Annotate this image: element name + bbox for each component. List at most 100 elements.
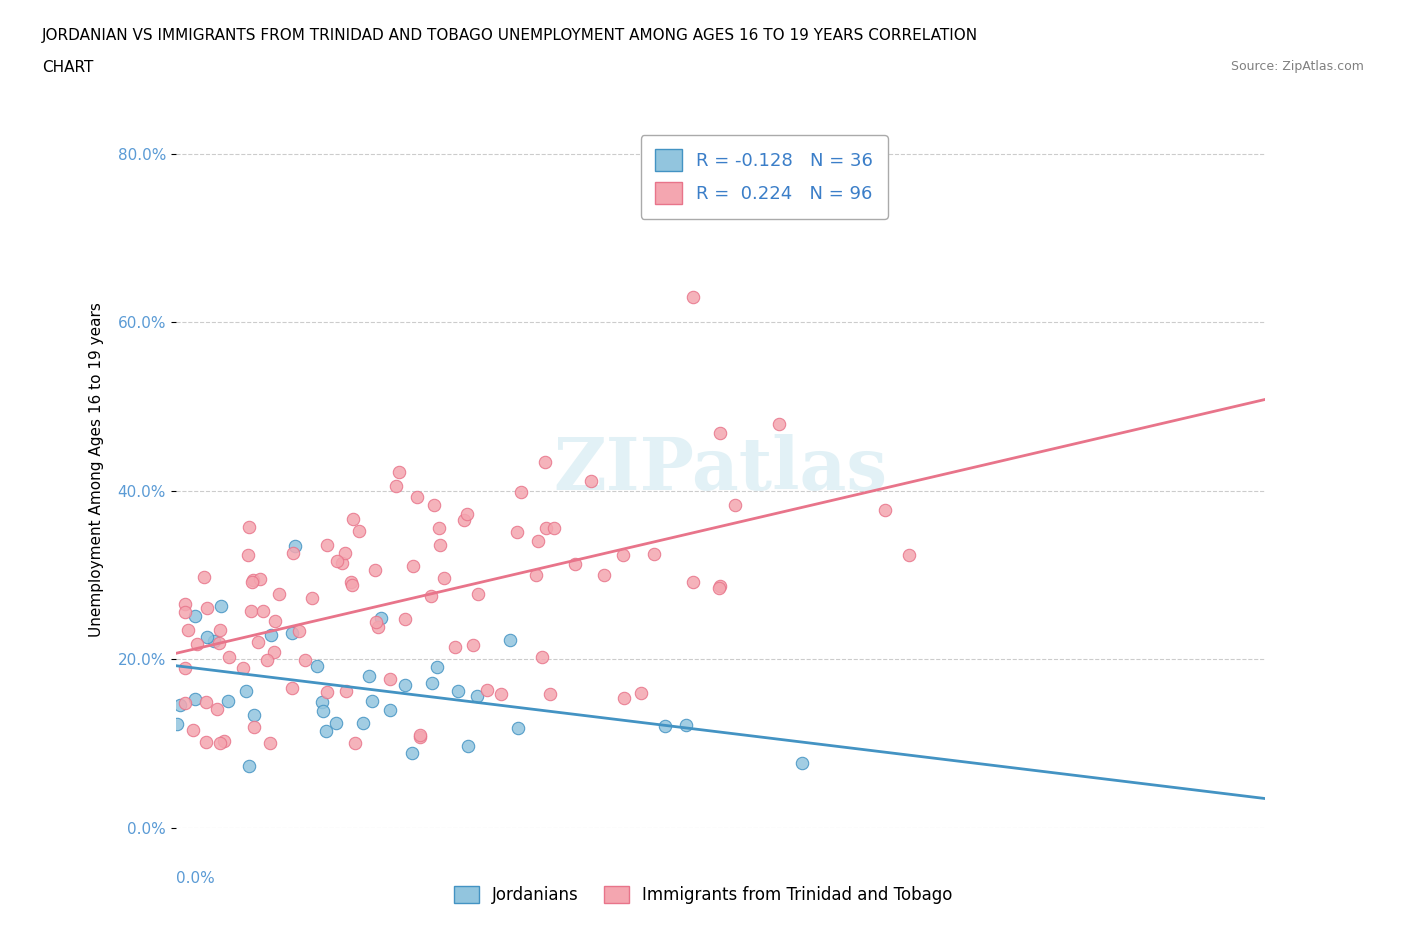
Point: [489, 686, 512, 701]
Point: [315, 724, 337, 738]
Point: [166, 716, 188, 731]
Point: [311, 695, 333, 710]
Point: [526, 534, 548, 549]
Text: JORDANIAN VS IMMIGRANTS FROM TRINIDAD AND TOBAGO UNEMPLOYMENT AMONG AGES 16 TO 1: JORDANIAN VS IMMIGRANTS FROM TRINIDAD AN…: [42, 28, 979, 43]
Point: [259, 736, 281, 751]
Point: [456, 507, 478, 522]
Point: [239, 604, 262, 618]
Point: [325, 554, 347, 569]
Point: [394, 678, 416, 693]
Point: [534, 521, 557, 536]
Point: [675, 718, 697, 733]
Point: [579, 473, 602, 488]
Point: [370, 610, 392, 625]
Point: [792, 755, 814, 770]
Legend: R = -0.128   N = 36, R =  0.224   N = 96: R = -0.128 N = 36, R = 0.224 N = 96: [641, 135, 887, 219]
Point: [209, 599, 232, 614]
Point: [367, 619, 389, 634]
Point: [269, 587, 291, 602]
Point: [281, 546, 304, 561]
Point: [724, 498, 747, 512]
Point: [281, 625, 304, 640]
Point: [530, 649, 553, 664]
Point: [288, 623, 311, 638]
Legend: Jordanians, Immigrants from Trinidad and Tobago: Jordanians, Immigrants from Trinidad and…: [446, 878, 960, 912]
Point: [183, 691, 205, 706]
Point: [207, 702, 229, 717]
Point: [195, 735, 218, 750]
Point: [427, 521, 450, 536]
Point: [643, 546, 665, 561]
Point: [342, 578, 364, 592]
Point: [467, 587, 489, 602]
Point: [342, 512, 364, 526]
Point: [238, 759, 260, 774]
Point: [426, 659, 449, 674]
Point: [238, 520, 260, 535]
Point: [177, 623, 200, 638]
Point: [195, 630, 218, 644]
Point: [181, 723, 204, 737]
Point: [316, 538, 339, 552]
Point: [422, 498, 444, 512]
Text: ZIPatlas: ZIPatlas: [554, 434, 887, 505]
Point: [242, 572, 264, 587]
Text: CHART: CHART: [42, 60, 94, 75]
Text: Source: ZipAtlas.com: Source: ZipAtlas.com: [1230, 60, 1364, 73]
Point: [709, 578, 731, 593]
Point: [333, 546, 356, 561]
Point: [564, 556, 586, 571]
Point: [475, 683, 498, 698]
Point: [630, 685, 652, 700]
Point: [169, 698, 191, 712]
Point: [174, 596, 197, 611]
Point: [419, 588, 441, 603]
Point: [593, 568, 616, 583]
Point: [873, 502, 896, 517]
Point: [506, 721, 529, 736]
Point: [218, 649, 240, 664]
Point: [312, 704, 335, 719]
Point: [654, 719, 676, 734]
Point: [709, 425, 731, 440]
Point: [174, 696, 197, 711]
Point: [506, 525, 529, 539]
Point: [197, 601, 219, 616]
Point: [236, 548, 259, 563]
Point: [898, 548, 921, 563]
Point: [388, 465, 411, 480]
Point: [538, 687, 561, 702]
Point: [613, 690, 636, 705]
Y-axis label: Unemployment Among Ages 16 to 19 years: Unemployment Among Ages 16 to 19 years: [89, 302, 104, 637]
Point: [240, 574, 263, 589]
Point: [209, 623, 232, 638]
Point: [330, 556, 353, 571]
Point: [402, 558, 425, 573]
Point: [173, 661, 195, 676]
Point: [401, 746, 423, 761]
Point: [209, 736, 232, 751]
Point: [243, 707, 266, 722]
Point: [364, 563, 387, 578]
Point: [173, 604, 195, 619]
Point: [465, 689, 488, 704]
Point: [380, 702, 402, 717]
Point: [432, 571, 454, 586]
Point: [281, 680, 304, 695]
Point: [186, 637, 208, 652]
Text: 0.0%: 0.0%: [176, 870, 215, 885]
Point: [384, 478, 406, 493]
Point: [768, 417, 790, 432]
Point: [193, 570, 215, 585]
Point: [406, 489, 429, 504]
Point: [249, 571, 271, 586]
Point: [682, 289, 704, 304]
Point: [612, 548, 634, 563]
Point: [463, 637, 485, 652]
Point: [447, 684, 470, 698]
Point: [353, 715, 375, 730]
Point: [361, 694, 384, 709]
Point: [378, 671, 401, 686]
Point: [443, 640, 465, 655]
Point: [340, 575, 363, 590]
